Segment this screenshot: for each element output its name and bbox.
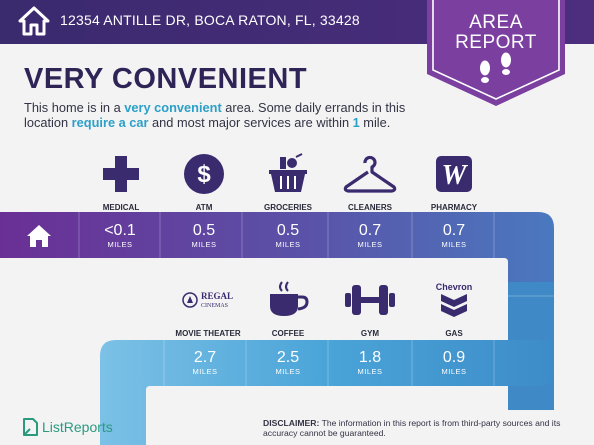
disclaimer-text: The information in this report is from t… bbox=[263, 418, 561, 438]
service-medical: MEDICAL bbox=[75, 152, 167, 212]
walgreens-logo-icon: W bbox=[436, 156, 472, 192]
distance-unit: MILES bbox=[107, 240, 133, 249]
distance-atm: 0.5 MILES bbox=[169, 222, 239, 249]
service-cleaners: CLEANERS bbox=[324, 152, 416, 212]
distance-groceries: 0.5 MILES bbox=[253, 222, 323, 249]
distance-pharmacy: 0.7 MILES bbox=[419, 222, 489, 249]
medical-cross-icon bbox=[103, 156, 139, 192]
service-label: GAS bbox=[445, 329, 463, 338]
svg-text:CINEMAS: CINEMAS bbox=[201, 303, 228, 309]
svg-text:$: $ bbox=[197, 161, 211, 188]
service-label: MEDICAL bbox=[102, 203, 140, 212]
desc-highlight-1: very convenient bbox=[124, 100, 222, 115]
area-report-badge bbox=[427, 0, 565, 106]
badge-line-1: AREA bbox=[469, 12, 523, 33]
service-gym: GYM bbox=[324, 278, 416, 338]
distance-gas: 0.9 MILES bbox=[419, 349, 489, 376]
distance-unit: MILES bbox=[191, 240, 217, 249]
dumbbell-icon bbox=[345, 285, 395, 315]
badge-line-2: REPORT bbox=[455, 32, 537, 53]
service-coffee: COFFEE bbox=[242, 278, 334, 338]
service-movie-theater: REGAL CINEMAS MOVIE THEATER bbox=[162, 278, 254, 338]
distance-value: 0.5 bbox=[192, 222, 216, 239]
service-gas: Chevron GAS bbox=[408, 278, 500, 338]
service-label: GYM bbox=[360, 329, 380, 338]
distance-movie-theater: 2.7 MILES bbox=[170, 349, 240, 376]
band-home-icon bbox=[27, 225, 51, 247]
distance-value: 1.8 bbox=[358, 349, 382, 366]
distance-unit: MILES bbox=[192, 367, 218, 376]
service-atm: $ ATM bbox=[158, 152, 250, 212]
convenience-description: This home is in a very convenient area. … bbox=[24, 100, 434, 130]
listreports-logo-icon bbox=[23, 418, 38, 436]
distance-value: 0.9 bbox=[442, 349, 466, 366]
distance-unit: MILES bbox=[357, 240, 383, 249]
svg-text:W: W bbox=[442, 160, 469, 191]
page-title: VERY CONVENIENT bbox=[24, 63, 308, 95]
desc-highlight-3: 1 bbox=[352, 115, 360, 130]
desc-part-1: This home is in a bbox=[24, 100, 125, 115]
distance-coffee: 2.5 MILES bbox=[253, 349, 323, 376]
home-icon bbox=[18, 6, 50, 36]
footprints-icon bbox=[480, 52, 511, 83]
disclaimer-label: DISCLAIMER: bbox=[263, 418, 320, 428]
svg-text:Chevron: Chevron bbox=[436, 282, 473, 292]
area-report-title: AREA REPORT bbox=[427, 13, 565, 53]
distance-unit: MILES bbox=[275, 240, 301, 249]
distance-gym: 1.8 MILES bbox=[335, 349, 405, 376]
service-label: COFFEE bbox=[271, 329, 305, 338]
desc-part-3: and most major services are within bbox=[148, 115, 353, 130]
coffee-cup-icon bbox=[270, 281, 309, 316]
distance-value: 0.7 bbox=[358, 222, 382, 239]
distance-value: <0.1 bbox=[104, 222, 136, 239]
service-label: CLEANERS bbox=[347, 203, 392, 212]
chevron-logo-icon: Chevron bbox=[436, 282, 473, 317]
distance-value: 0.7 bbox=[442, 222, 466, 239]
hanger-icon bbox=[343, 155, 397, 193]
distance-medical: <0.1 MILES bbox=[85, 222, 155, 249]
grocery-basket-icon bbox=[269, 153, 307, 192]
distance-value: 0.5 bbox=[276, 222, 300, 239]
dollar-icon: $ bbox=[184, 154, 224, 194]
listreports-brand: ListReports bbox=[42, 419, 113, 435]
desc-highlight-2: require a car bbox=[71, 115, 149, 130]
distance-value: 2.7 bbox=[193, 349, 217, 366]
distance-unit: MILES bbox=[441, 367, 467, 376]
service-label: ATM bbox=[195, 203, 213, 212]
distance-unit: MILES bbox=[441, 240, 467, 249]
service-pharmacy: W PHARMACY bbox=[408, 152, 500, 212]
service-label: MOVIE THEATER bbox=[175, 329, 241, 338]
desc-part-2: area. Some daily errands in this locatio… bbox=[24, 100, 406, 130]
regal-cinemas-logo: REGAL CINEMAS bbox=[182, 291, 233, 309]
property-address: 12354 ANTILLE DR, BOCA RATON, FL, 33428 bbox=[60, 12, 360, 28]
service-label: GROCERIES bbox=[263, 203, 312, 212]
service-groceries: GROCERIES bbox=[242, 152, 334, 212]
distance-value: 2.5 bbox=[276, 349, 300, 366]
distance-unit: MILES bbox=[275, 367, 301, 376]
service-label: PHARMACY bbox=[430, 203, 478, 212]
svg-text:REGAL: REGAL bbox=[201, 291, 233, 301]
distance-cleaners: 0.7 MILES bbox=[335, 222, 405, 249]
distance-unit: MILES bbox=[357, 367, 383, 376]
disclaimer: DISCLAIMER: The information in this repo… bbox=[263, 418, 573, 438]
desc-part-4: mile. bbox=[359, 115, 391, 130]
road-path bbox=[0, 212, 554, 445]
